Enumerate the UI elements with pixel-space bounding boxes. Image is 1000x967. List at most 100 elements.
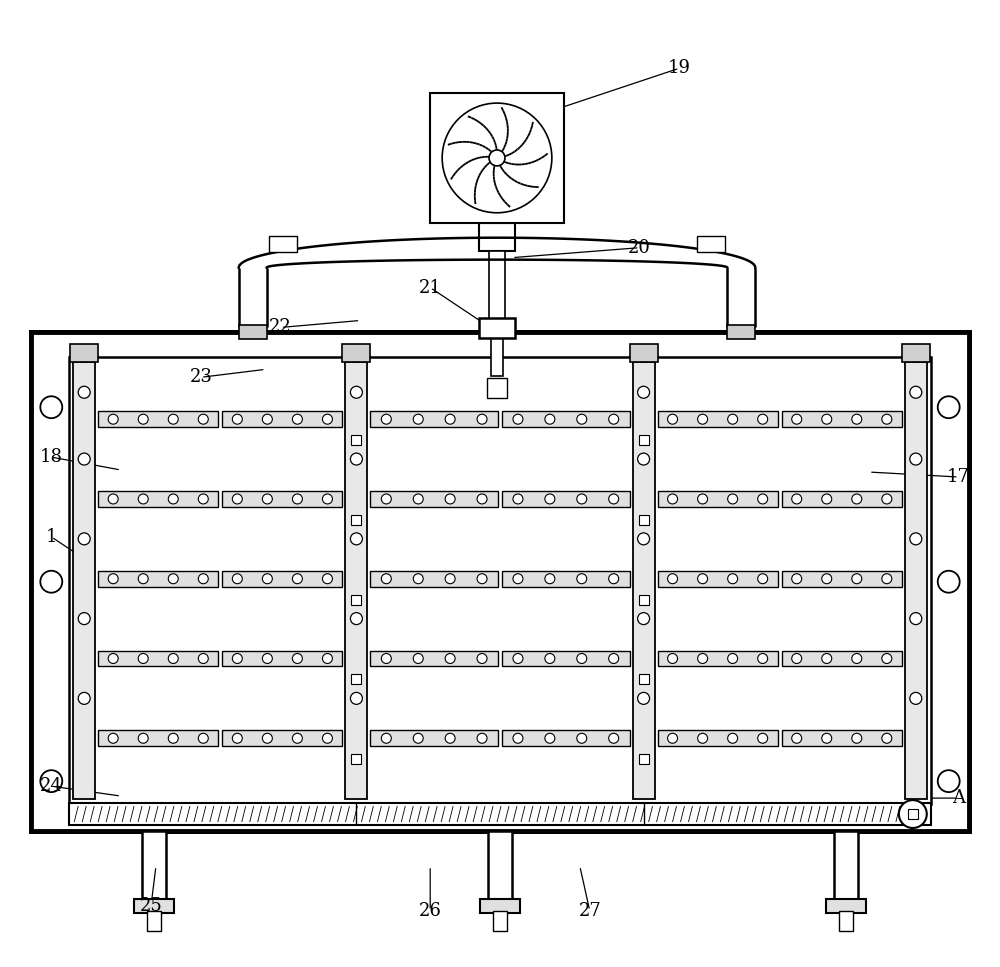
Circle shape	[168, 573, 178, 584]
Circle shape	[78, 454, 90, 465]
Text: 18: 18	[40, 448, 63, 466]
Circle shape	[638, 454, 650, 465]
Bar	[639, 514, 649, 525]
Circle shape	[609, 733, 619, 744]
Circle shape	[609, 573, 619, 584]
Circle shape	[792, 494, 802, 504]
Bar	[222, 491, 342, 507]
Circle shape	[728, 654, 738, 663]
Bar	[491, 338, 503, 376]
Circle shape	[292, 573, 302, 584]
Bar	[370, 411, 498, 427]
Bar	[69, 803, 931, 825]
Bar	[639, 674, 649, 685]
Circle shape	[882, 654, 892, 663]
Circle shape	[938, 770, 960, 792]
Bar	[351, 435, 361, 445]
Circle shape	[262, 494, 272, 504]
Circle shape	[138, 414, 148, 425]
Bar	[479, 318, 515, 338]
Circle shape	[545, 573, 555, 584]
Bar	[480, 898, 520, 913]
Circle shape	[292, 654, 302, 663]
Circle shape	[728, 414, 738, 425]
Circle shape	[728, 494, 738, 504]
Circle shape	[477, 733, 487, 744]
Circle shape	[381, 733, 391, 744]
Circle shape	[577, 733, 587, 744]
Circle shape	[108, 494, 118, 504]
Circle shape	[792, 414, 802, 425]
Circle shape	[758, 733, 768, 744]
Circle shape	[292, 494, 302, 504]
Circle shape	[108, 414, 118, 425]
Circle shape	[758, 573, 768, 584]
Circle shape	[350, 613, 362, 625]
Text: 22: 22	[269, 318, 292, 337]
Bar	[98, 571, 218, 587]
Bar	[370, 491, 498, 507]
Bar	[905, 363, 927, 799]
Circle shape	[728, 573, 738, 584]
Bar	[502, 730, 630, 747]
Text: 27: 27	[578, 902, 601, 920]
Bar	[633, 363, 655, 799]
Circle shape	[698, 573, 708, 584]
Circle shape	[792, 573, 802, 584]
Bar	[98, 491, 218, 507]
Circle shape	[232, 733, 242, 744]
Circle shape	[513, 733, 523, 744]
Circle shape	[638, 533, 650, 544]
Circle shape	[40, 770, 62, 792]
Circle shape	[822, 733, 832, 744]
Circle shape	[668, 494, 678, 504]
Bar	[31, 333, 969, 831]
Bar	[31, 333, 969, 831]
Bar	[782, 491, 902, 507]
Circle shape	[322, 573, 332, 584]
Circle shape	[513, 654, 523, 663]
Circle shape	[910, 692, 922, 704]
Circle shape	[698, 494, 708, 504]
Bar	[727, 326, 755, 339]
Circle shape	[792, 733, 802, 744]
Bar	[351, 674, 361, 685]
Circle shape	[322, 494, 332, 504]
Circle shape	[78, 613, 90, 625]
Circle shape	[445, 494, 455, 504]
Circle shape	[381, 414, 391, 425]
Circle shape	[168, 654, 178, 663]
Circle shape	[477, 654, 487, 663]
Bar	[639, 754, 649, 764]
Circle shape	[350, 454, 362, 465]
Circle shape	[413, 654, 423, 663]
Bar	[370, 730, 498, 747]
Circle shape	[350, 533, 362, 544]
Circle shape	[262, 733, 272, 744]
Circle shape	[513, 414, 523, 425]
Circle shape	[381, 494, 391, 504]
Circle shape	[232, 414, 242, 425]
Text: 1: 1	[46, 528, 57, 545]
Circle shape	[413, 573, 423, 584]
Circle shape	[822, 654, 832, 663]
Circle shape	[232, 654, 242, 663]
Circle shape	[322, 733, 332, 744]
Bar	[630, 344, 658, 363]
Circle shape	[638, 386, 650, 398]
Circle shape	[822, 414, 832, 425]
Circle shape	[350, 386, 362, 398]
Bar	[502, 411, 630, 427]
Circle shape	[758, 414, 768, 425]
Bar	[269, 236, 297, 251]
Text: 26: 26	[419, 902, 442, 920]
Bar	[902, 344, 930, 363]
Circle shape	[168, 733, 178, 744]
Bar	[69, 358, 931, 805]
Circle shape	[445, 733, 455, 744]
Circle shape	[577, 414, 587, 425]
Bar	[502, 651, 630, 666]
Circle shape	[728, 733, 738, 744]
Circle shape	[852, 733, 862, 744]
Bar	[142, 831, 166, 901]
